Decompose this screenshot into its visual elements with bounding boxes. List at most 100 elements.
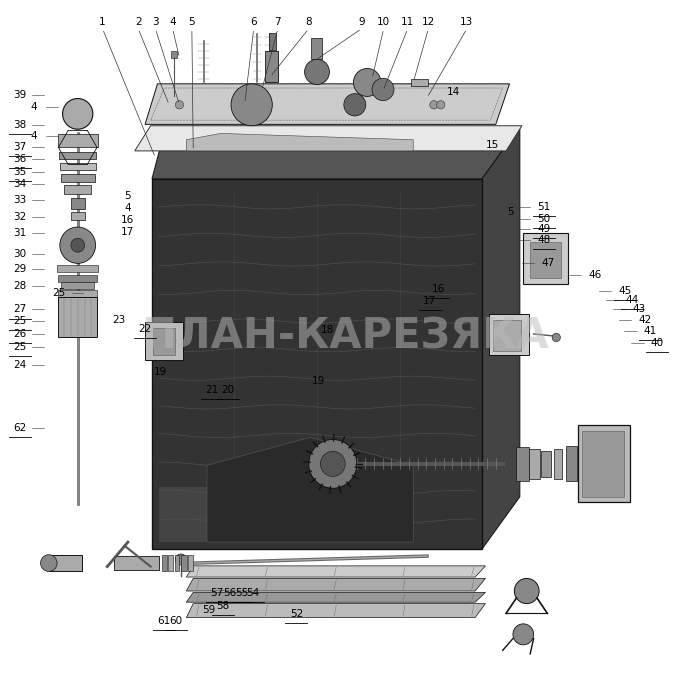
Text: 18: 18 [320,326,334,335]
Bar [269,33,276,50]
Bar [71,198,85,209]
Bar [169,554,174,571]
Text: 42: 42 [639,315,652,325]
Text: 9: 9 [358,17,365,27]
Text: 15: 15 [486,140,499,150]
Circle shape [552,333,560,342]
Text: 12: 12 [422,17,435,27]
Text: 19: 19 [154,368,167,377]
Text: 5: 5 [508,206,514,217]
Text: 5: 5 [125,191,131,202]
Polygon shape [186,603,486,617]
Bar [528,449,539,479]
Bar [114,556,159,570]
Text: 26: 26 [13,329,27,339]
Bar [516,447,528,481]
Text: 5: 5 [189,17,195,27]
Text: 60: 60 [169,616,183,626]
Bar [57,265,99,272]
Text: 2: 2 [135,17,141,27]
Polygon shape [186,566,486,577]
Circle shape [513,624,533,645]
Bar [59,297,97,337]
Polygon shape [207,438,413,542]
Bar [60,164,96,171]
Text: 24: 24 [13,360,27,370]
Circle shape [320,452,345,477]
Polygon shape [530,241,561,278]
Text: 48: 48 [537,235,551,245]
Text: 34: 34 [13,179,27,190]
Bar [582,431,624,498]
Bar [59,274,97,281]
Bar [172,51,176,58]
Text: 1: 1 [99,17,106,27]
Text: 4: 4 [125,203,131,214]
Bar [523,233,568,284]
Text: 61: 61 [157,616,170,626]
Circle shape [60,227,96,263]
Text: 47: 47 [542,258,555,267]
Circle shape [372,78,394,101]
Text: 41: 41 [644,326,657,336]
Circle shape [437,101,445,109]
Bar [59,153,96,160]
Circle shape [175,554,186,565]
Text: 38: 38 [13,120,27,130]
Text: 43: 43 [633,304,646,314]
Text: 17: 17 [423,296,436,306]
Circle shape [309,440,357,489]
Bar [493,320,520,351]
Text: 40: 40 [651,338,664,348]
Text: 31: 31 [13,228,27,238]
Bar [58,134,98,147]
Bar [71,211,85,220]
Bar [49,554,82,571]
Text: 16: 16 [121,215,134,225]
Circle shape [71,238,85,252]
Text: 62: 62 [13,424,27,433]
Text: 4: 4 [30,131,37,141]
Text: 25: 25 [52,288,65,298]
Circle shape [353,69,381,97]
Circle shape [41,554,57,571]
Circle shape [515,578,539,603]
Text: 30: 30 [13,248,26,258]
Bar [541,451,551,477]
Text: 19: 19 [311,377,325,386]
Text: 55: 55 [235,588,248,598]
Text: 54: 54 [247,588,260,598]
Text: 17: 17 [121,227,134,237]
Text: 25: 25 [13,316,27,326]
Bar [553,449,562,480]
Bar [489,314,528,355]
Circle shape [231,84,272,126]
Text: 35: 35 [13,167,27,177]
Text: 4: 4 [30,102,37,112]
Text: 21: 21 [205,385,218,395]
Text: 7: 7 [274,17,281,27]
Circle shape [175,101,183,109]
Text: 10: 10 [377,17,390,27]
Bar [159,486,258,542]
Text: 36: 36 [13,154,27,164]
Bar [174,554,179,571]
Text: 23: 23 [112,315,125,325]
Circle shape [305,60,329,85]
Text: 51: 51 [537,202,551,212]
Text: 56: 56 [223,588,236,598]
Text: ПЛАН-КАРЕЗЯКА: ПЛАН-КАРЕЗЯКА [141,315,548,357]
Text: 33: 33 [13,195,27,205]
Text: 49: 49 [537,224,551,234]
Text: 13: 13 [460,17,473,27]
Polygon shape [186,578,486,591]
Text: 8: 8 [305,17,312,27]
Text: 45: 45 [619,286,632,295]
Bar [59,290,97,297]
Bar [188,554,192,571]
Bar [181,554,187,571]
Text: 44: 44 [626,295,639,304]
Text: 57: 57 [211,588,224,598]
Bar [265,51,278,83]
Bar [154,328,175,355]
